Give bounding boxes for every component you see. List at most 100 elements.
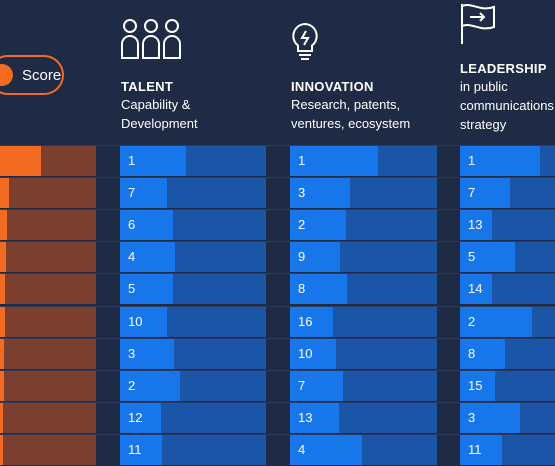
- leadership-cell: 7: [460, 178, 555, 209]
- leadership-cell: 2: [460, 306, 555, 337]
- column-divider: [96, 338, 120, 369]
- leadership-cell: 3: [460, 402, 555, 433]
- innovation-cell: 3: [290, 178, 437, 209]
- innovation-rank: 7: [298, 377, 306, 393]
- column-divider: [437, 242, 460, 273]
- talent-cell: 6: [120, 210, 266, 241]
- innovation-bar: [290, 434, 362, 465]
- innovation-cell: 16: [290, 306, 437, 337]
- leadership-bar: [460, 210, 492, 241]
- table-row: 4 9 5: [0, 241, 555, 273]
- column-divider: [437, 434, 460, 465]
- score-bar-track: [0, 210, 96, 241]
- column-divider: [96, 146, 120, 176]
- talent-bar: [120, 402, 161, 433]
- column-divider: [437, 210, 460, 241]
- innovation-cell: 2: [290, 210, 437, 241]
- score-bar: [0, 338, 4, 369]
- leadership-rank: 3: [468, 409, 476, 425]
- innovation-rank: 2: [298, 217, 306, 233]
- innovation-subtitle-line: ventures, ecosystem: [291, 116, 411, 131]
- talent-bar: [120, 370, 180, 401]
- talent-cell: 5: [120, 274, 266, 305]
- talent-rank: 2: [128, 377, 136, 393]
- score-bar-track: [0, 370, 96, 401]
- leadership-bar: [460, 402, 520, 433]
- leadership-cell: 1: [460, 146, 555, 176]
- table-row: 11 4 11: [0, 433, 555, 465]
- column-divider: [437, 178, 460, 209]
- talent-bar: [120, 178, 167, 209]
- innovation-bar: [290, 338, 336, 369]
- innovation-title: INNOVATION: [291, 79, 374, 94]
- innovation-cell: 13: [290, 402, 437, 433]
- score-bar-track: [0, 178, 96, 209]
- innovation-bar: [290, 370, 343, 401]
- innovation-cell: 1: [290, 146, 437, 176]
- table-row: 7 3 7: [0, 177, 555, 209]
- table-row: 5 8 14: [0, 273, 555, 305]
- column-divider: [96, 306, 120, 337]
- leadership-bar: [460, 434, 502, 465]
- column-divider: [437, 146, 460, 176]
- score-legend-pill: Score: [0, 55, 64, 95]
- table-row: 6 2 13: [0, 209, 555, 241]
- talent-subtitle-line: Development: [121, 116, 198, 131]
- talent-cell: 11: [120, 434, 266, 465]
- leadership-subtitle-line: strategy: [460, 117, 507, 132]
- leadership-cell: 15: [460, 370, 555, 401]
- talent-title: TALENT: [121, 79, 174, 94]
- column-divider: [266, 146, 290, 176]
- leadership-rank: 14: [468, 281, 483, 297]
- leadership-rank: 11: [468, 441, 482, 457]
- talent-bar: [120, 210, 173, 241]
- leadership-rank: 2: [468, 313, 476, 329]
- innovation-rank: 9: [298, 249, 306, 265]
- score-bar: [0, 434, 3, 465]
- innovation-rank: 8: [298, 281, 306, 297]
- talent-cell: 2: [120, 370, 266, 401]
- column-divider: [96, 434, 120, 465]
- score-bar: [0, 370, 4, 401]
- talent-rank: 5: [128, 281, 136, 297]
- column-divider: [266, 434, 290, 465]
- score-bar-track: [0, 306, 96, 337]
- innovation-cell: 10: [290, 338, 437, 369]
- score-bar-track: [0, 434, 96, 465]
- score-bar: [0, 306, 5, 337]
- column-divider: [266, 210, 290, 241]
- column-divider: [96, 370, 120, 401]
- table-header: Score TALENT Capability & Development IN…: [0, 0, 555, 145]
- leadership-rank: 13: [468, 217, 483, 233]
- leadership-cell: 8: [460, 338, 555, 369]
- score-bar-track: [0, 242, 96, 273]
- column-divider: [96, 210, 120, 241]
- leadership-rank: 5: [468, 249, 476, 265]
- score-bar: [0, 402, 3, 433]
- innovation-bar: [290, 146, 378, 176]
- leadership-bar: [460, 338, 505, 369]
- leadership-subtitle: in public communications strategy: [460, 77, 554, 134]
- column-divider: [266, 370, 290, 401]
- talent-cell: 4: [120, 242, 266, 273]
- innovation-rank: 1: [298, 153, 306, 168]
- innovation-rank: 13: [298, 409, 313, 425]
- score-bar-track: [0, 338, 96, 369]
- leadership-cell: 11: [460, 434, 555, 465]
- leadership-subtitle-line: communications: [460, 98, 554, 113]
- score-bar-track: [0, 146, 96, 176]
- talent-rank: 10: [128, 313, 143, 329]
- score-bar-track: [0, 402, 96, 433]
- column-divider: [96, 242, 120, 273]
- table-row: 12 13 3: [0, 401, 555, 433]
- innovation-bar: [290, 274, 347, 305]
- talent-cell: 10: [120, 306, 266, 337]
- column-divider: [437, 338, 460, 369]
- innovation-bar: [290, 178, 350, 209]
- talent-cell: 1: [120, 146, 266, 176]
- innovation-subtitle-line: Research, patents,: [291, 97, 401, 112]
- column-divider: [437, 370, 460, 401]
- talent-rank: 11: [128, 441, 142, 457]
- talent-subtitle-line: Capability &: [121, 97, 191, 112]
- innovation-cell: 8: [290, 274, 437, 305]
